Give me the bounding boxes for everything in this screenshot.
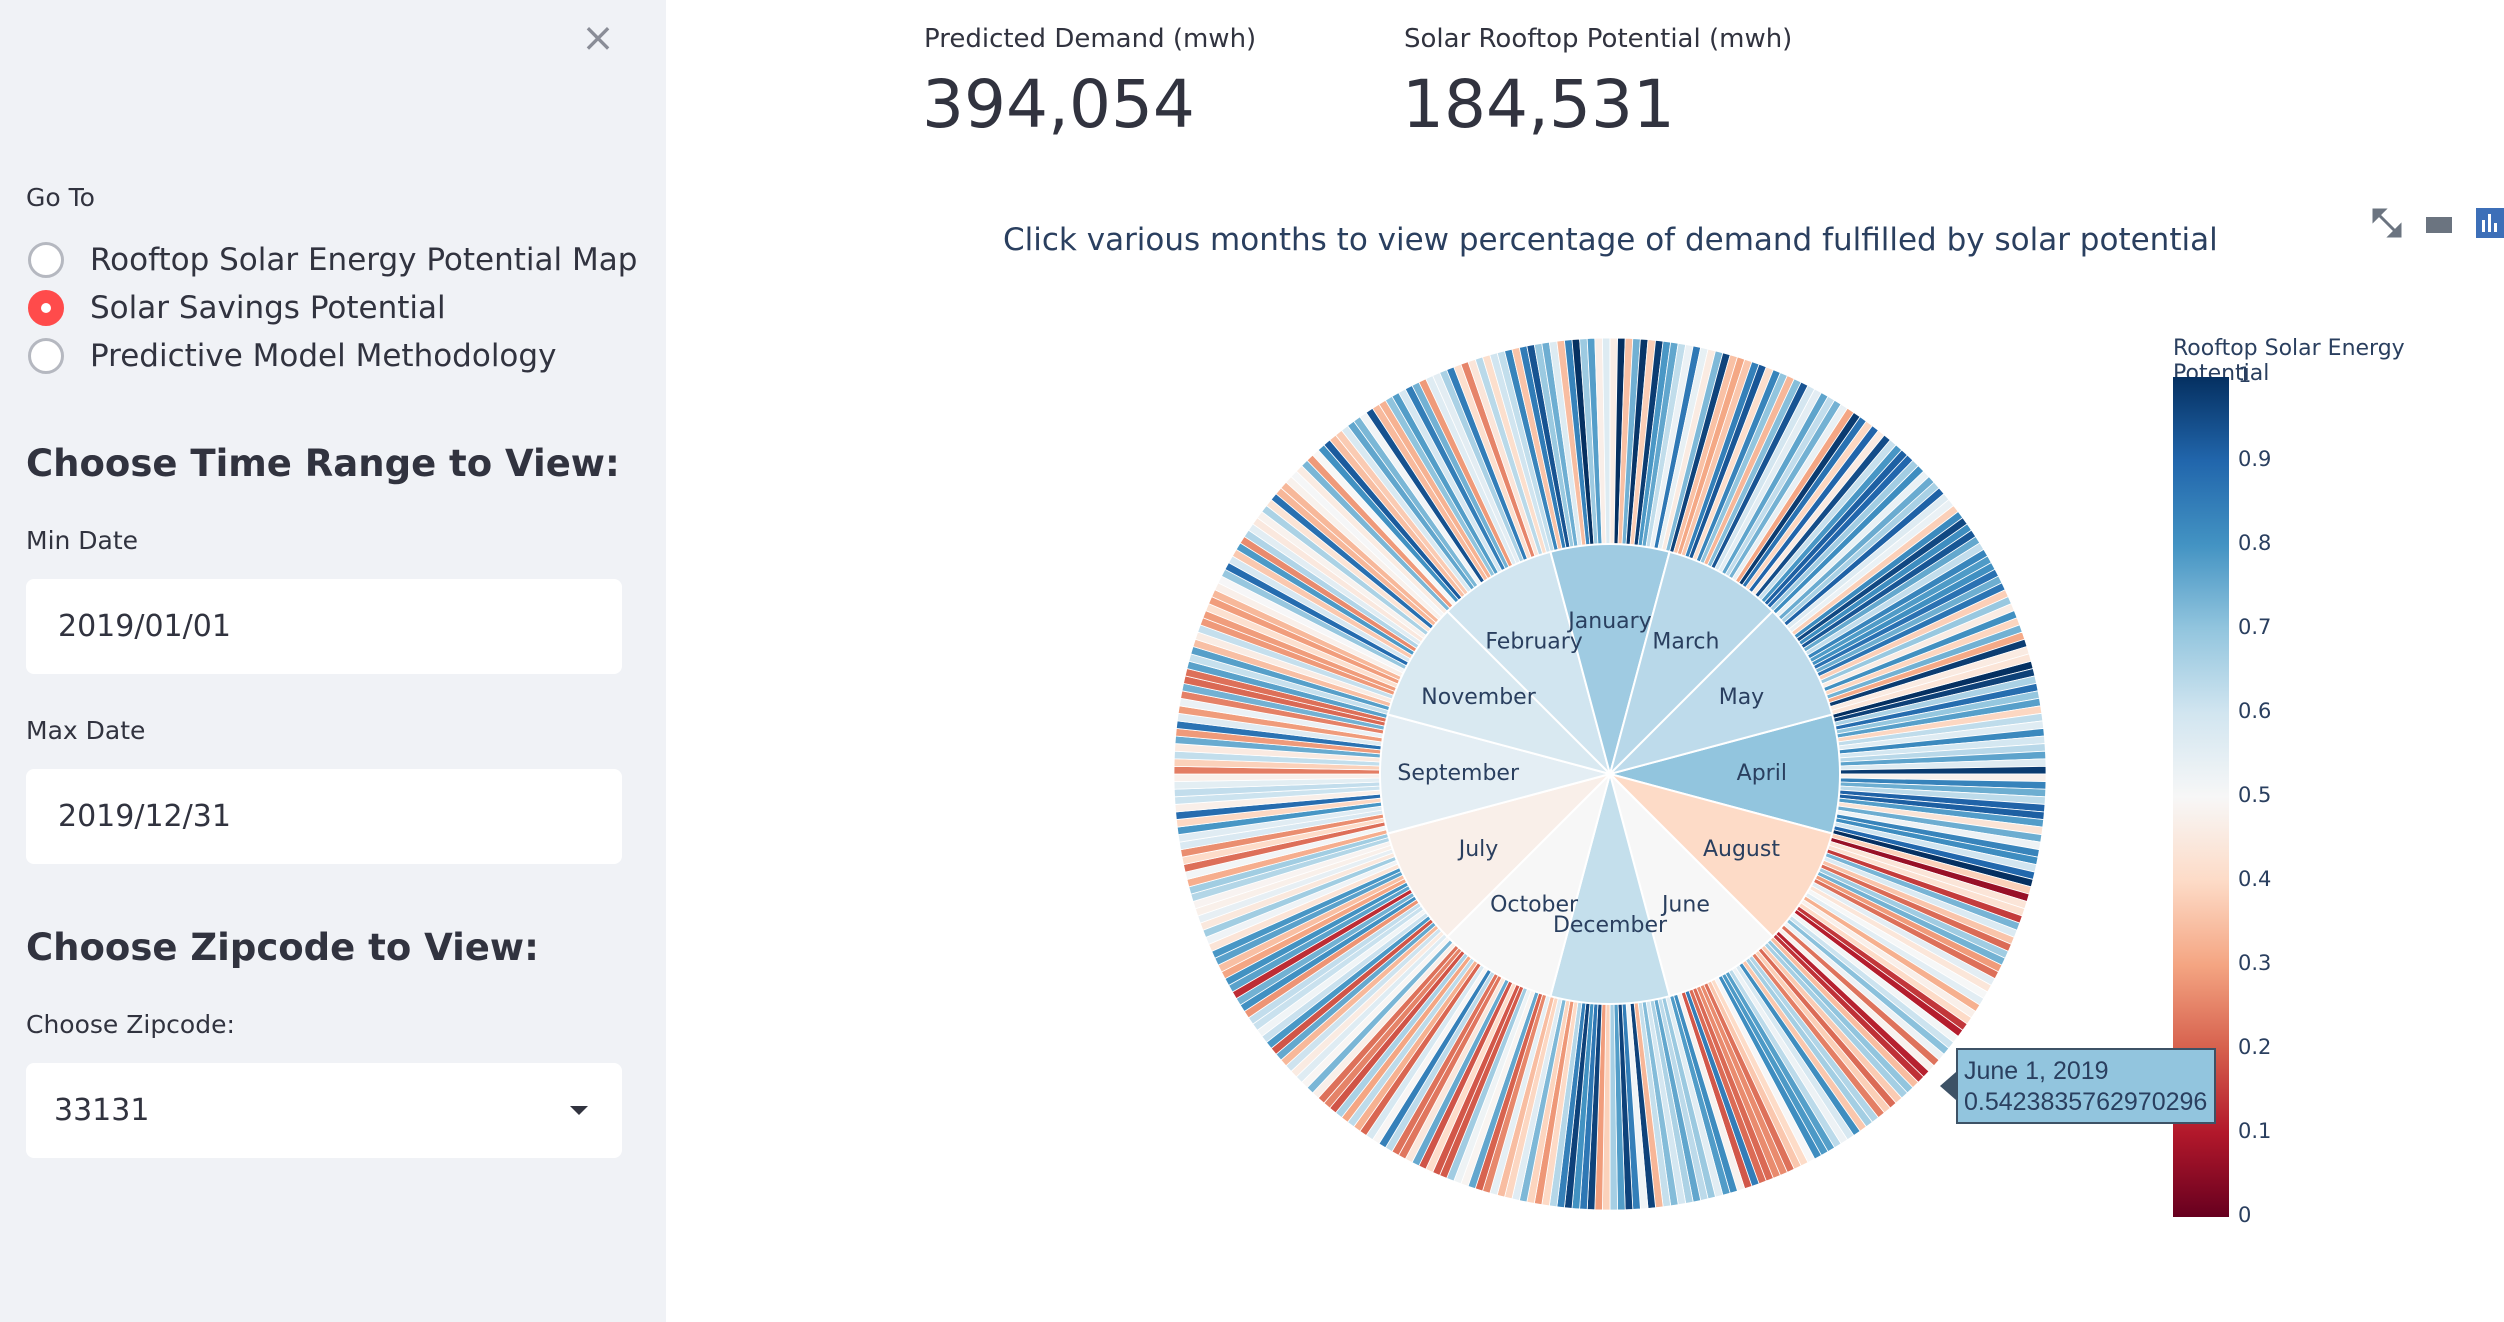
month-label: June <box>1660 892 1710 917</box>
month-segment[interactable] <box>1445 550 1612 778</box>
month-label: September <box>1397 761 1520 786</box>
tooltip-date: June 1, 2019 <box>1964 1057 2109 1085</box>
chevron-down-icon <box>570 1106 588 1115</box>
nav-option-label: Solar Savings Potential <box>90 290 446 326</box>
month-segment[interactable] <box>1608 770 1775 998</box>
month-label: October <box>1490 892 1579 917</box>
tooltip-value: 0.5423835762970296 <box>1964 1088 2208 1116</box>
radio-button[interactable] <box>28 242 64 278</box>
colorbar-tick: 0.4 <box>2238 867 2272 891</box>
month-segment[interactable] <box>1386 772 1614 939</box>
plotly-logo-icon[interactable] <box>2474 206 2504 240</box>
solar-metric-value: 184,531 <box>1402 66 1675 143</box>
goto-label: Go To <box>26 183 95 212</box>
colorbar-tick: 0.9 <box>2238 447 2272 471</box>
reset-icon[interactable] <box>2422 206 2456 240</box>
nav-option-solar-map[interactable]: Rooftop Solar Energy Potential Map <box>28 238 637 282</box>
nav-option-label: Rooftop Solar Energy Potential Map <box>90 242 638 278</box>
month-label: December <box>1553 913 1668 938</box>
radio-button-selected[interactable] <box>28 290 64 326</box>
nav-option-model-methodology[interactable]: Predictive Model Methodology <box>28 334 556 378</box>
colorbar-tick: 0.3 <box>2238 951 2272 975</box>
radio-button[interactable] <box>28 338 64 374</box>
min-date-value: 2019/01/01 <box>58 609 231 644</box>
month-segment[interactable] <box>1379 713 1614 835</box>
month-segment[interactable] <box>1608 550 1775 778</box>
colorbar-tick: 0.6 <box>2238 699 2272 723</box>
zipcode-select[interactable]: 33131 <box>26 1063 622 1158</box>
colorbar-tick: 1 <box>2238 363 2252 387</box>
zipcode-label: Choose Zipcode: <box>26 1010 235 1039</box>
month-label: April <box>1737 761 1787 786</box>
month-segment[interactable] <box>1606 609 1834 776</box>
month-label: August <box>1703 837 1780 862</box>
month-segment[interactable] <box>1445 770 1612 998</box>
month-label: February <box>1485 630 1583 655</box>
min-date-label: Min Date <box>26 526 139 555</box>
month-label: March <box>1652 630 1719 655</box>
month-segment[interactable] <box>1549 543 1671 778</box>
min-date-input[interactable]: 2019/01/01 <box>26 579 622 674</box>
zipcode-heading: Choose Zipcode to View: <box>26 926 539 969</box>
colorbar-tick: 0.5 <box>2238 783 2272 807</box>
colorbar-tick: 0.7 <box>2238 615 2272 639</box>
nav-option-solar-savings[interactable]: Solar Savings Potential <box>28 286 446 330</box>
nav-option-label: Predictive Model Methodology <box>90 338 557 374</box>
tooltip-pointer <box>1940 1072 1956 1100</box>
max-date-input[interactable]: 2019/12/31 <box>26 769 622 864</box>
sidebar: × Go To Rooftop Solar Energy Potential M… <box>0 0 666 1322</box>
demand-metric-label: Predicted Demand (mwh) <box>924 24 1257 54</box>
demand-metric-value: 394,054 <box>922 66 1195 143</box>
month-segment[interactable] <box>1606 713 1841 835</box>
month-segment[interactable] <box>1386 609 1614 776</box>
max-date-value: 2019/12/31 <box>58 799 231 834</box>
max-date-label: Max Date <box>26 716 146 745</box>
expand-icon[interactable] <box>2370 206 2404 240</box>
zipcode-value: 33131 <box>54 1093 150 1128</box>
month-label: January <box>1566 609 1651 634</box>
solar-metric-label: Solar Rooftop Potential (mwh) <box>1404 24 1793 54</box>
day-ring <box>1173 337 2047 1211</box>
colorbar-tick: 0.8 <box>2238 531 2272 555</box>
hover-tooltip: June 1, 2019 0.5423835762970296 <box>1956 1048 2216 1124</box>
chart-title: Click various months to view percentage … <box>1003 222 2218 258</box>
month-label: November <box>1421 685 1536 710</box>
time-range-heading: Choose Time Range to View: <box>26 442 620 485</box>
month-label: July <box>1457 837 1499 862</box>
month-ring <box>1379 543 1841 1005</box>
month-segment[interactable] <box>1606 772 1834 939</box>
month-segment[interactable] <box>1549 770 1671 1005</box>
colorbar-tick: 0.2 <box>2238 1035 2272 1059</box>
month-label: May <box>1719 685 1764 710</box>
colorbar-tick: 0.1 <box>2238 1119 2272 1143</box>
close-icon[interactable]: × <box>581 15 615 61</box>
colorbar-tick: 0 <box>2238 1203 2252 1227</box>
